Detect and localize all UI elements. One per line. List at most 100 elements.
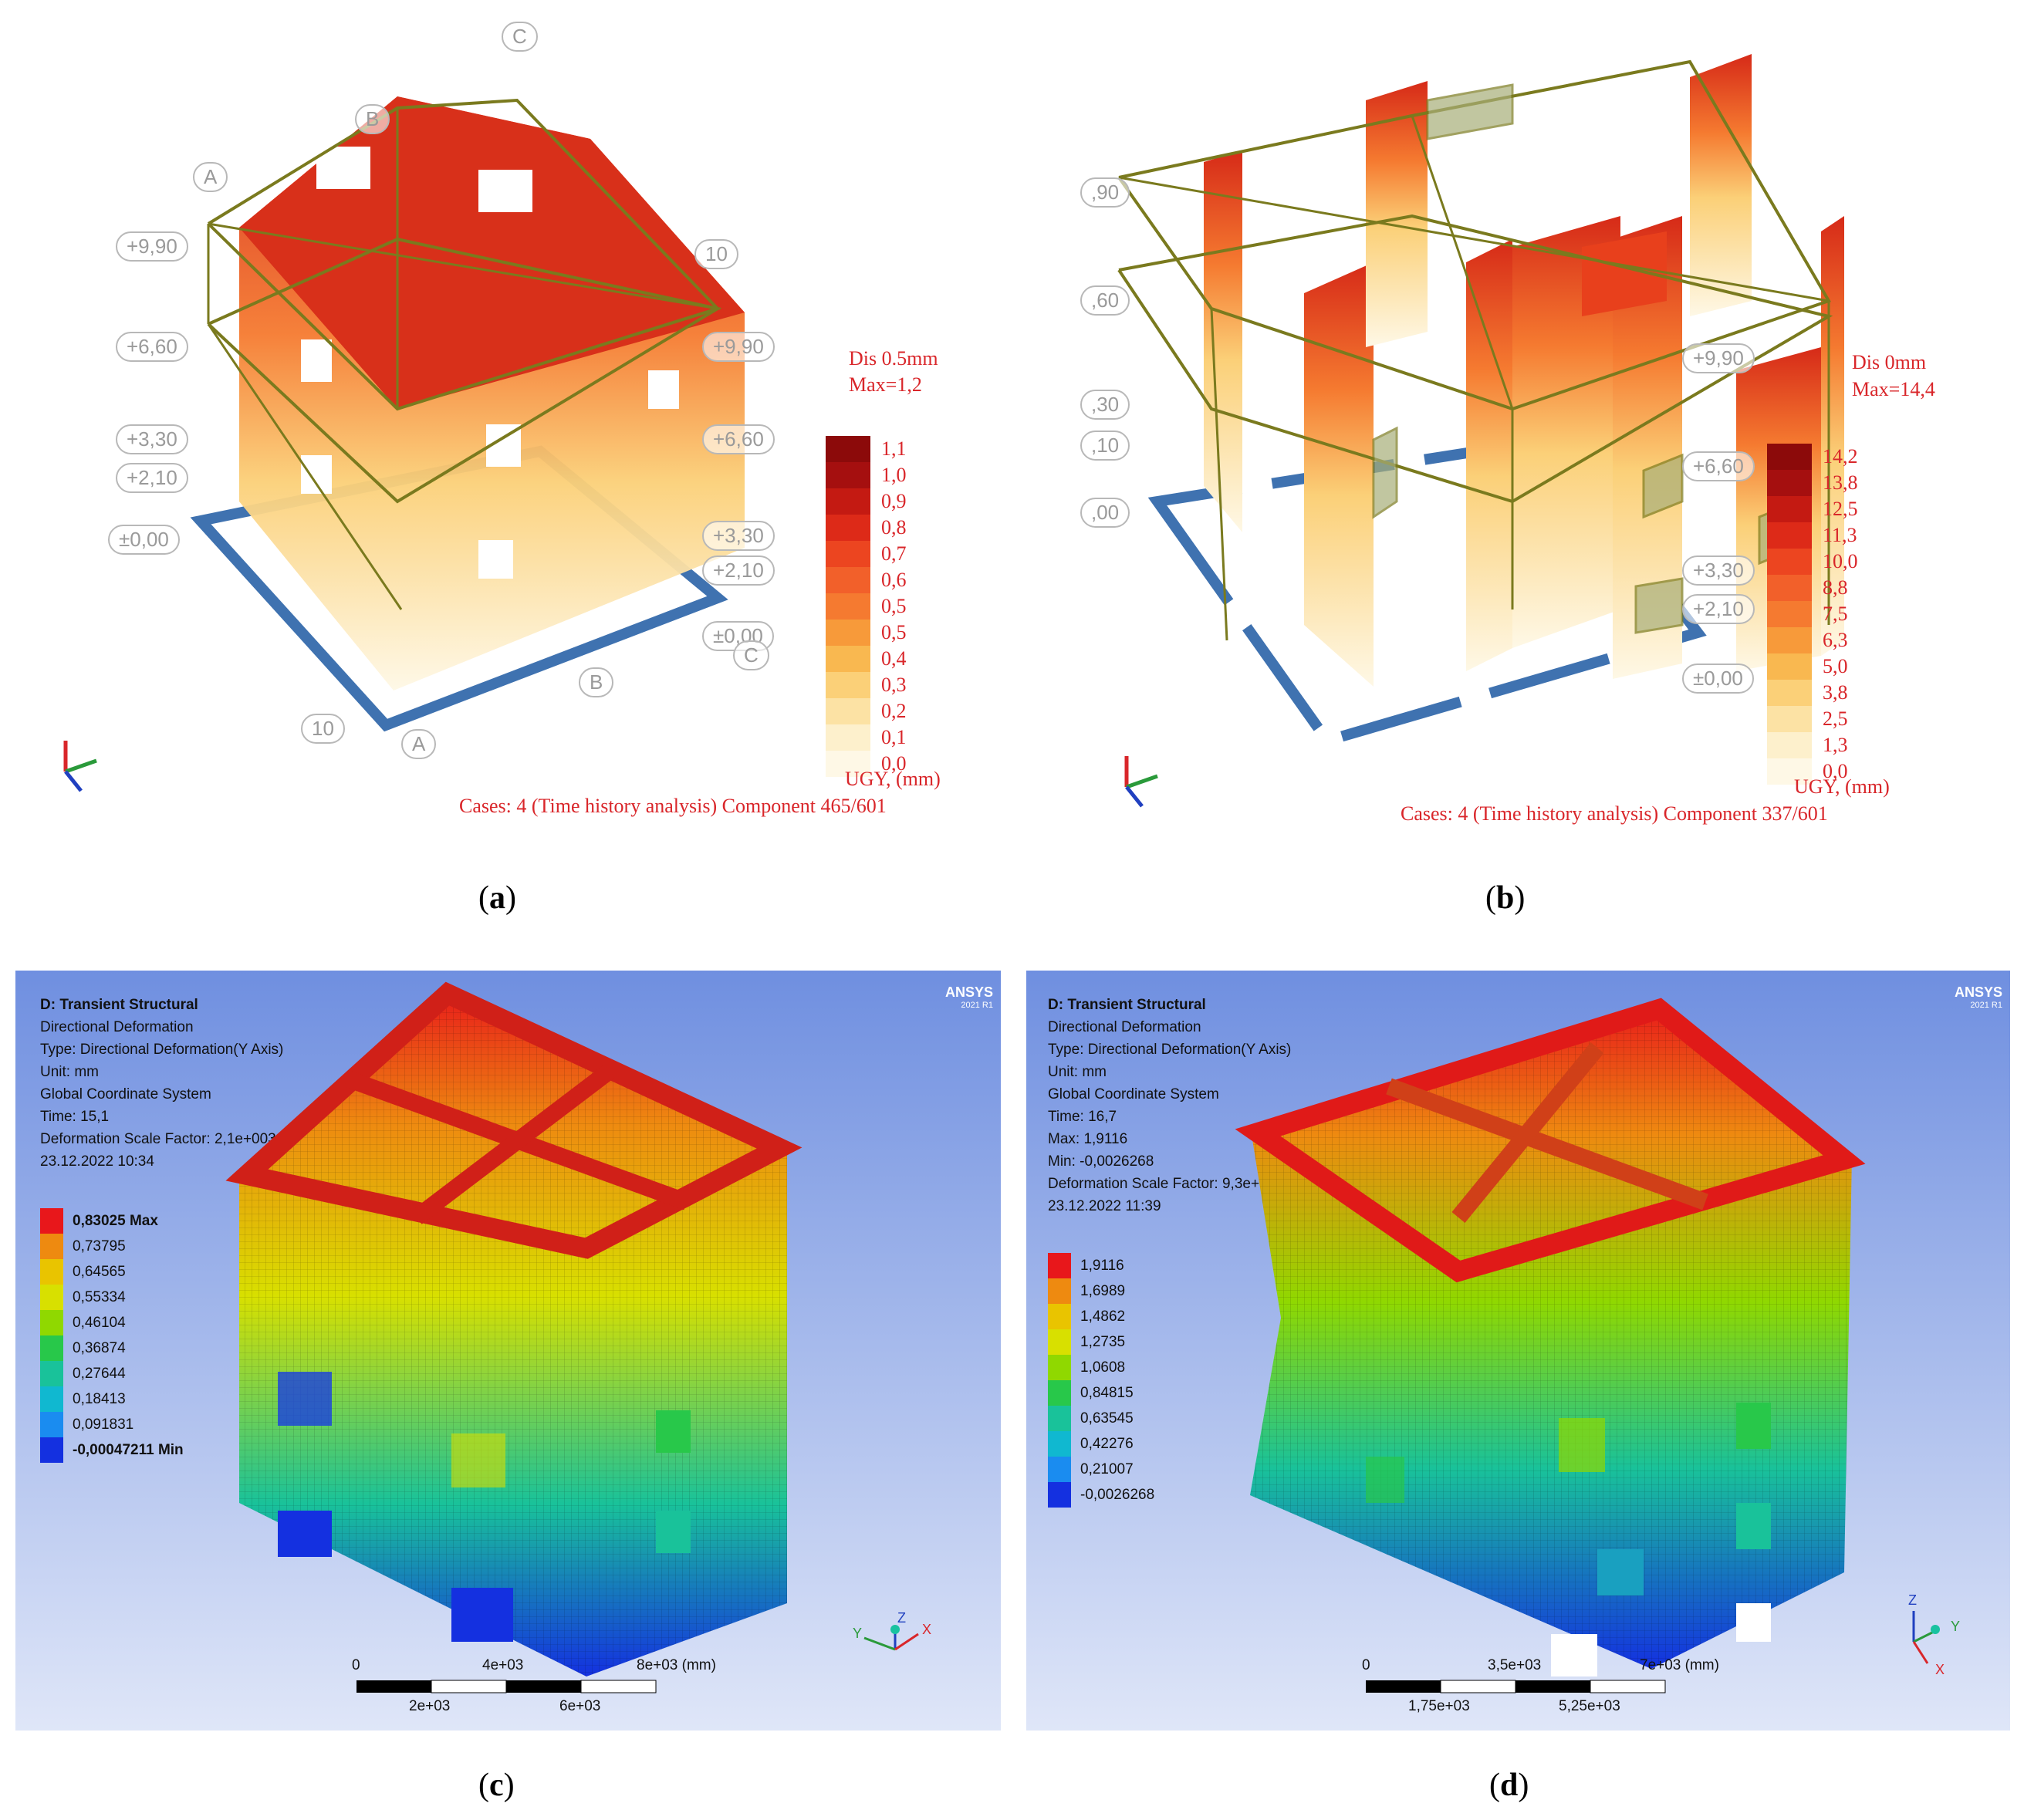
legend-value: 12,5 [1823,498,1858,520]
window [1559,1418,1605,1472]
legend-entry: 0,46104 [40,1310,184,1335]
panel-b-model [1117,54,1844,808]
caption-b: (b) [1485,880,1526,916]
window [278,1372,332,1426]
scale-label: 0 [1362,1657,1370,1673]
info-line: 23.12.2022 10:34 [40,1153,154,1170]
legend-entry: 0,5 [826,593,907,620]
legend-value: 10,0 [1823,550,1858,572]
legend-entry: 3,8 [1767,680,1858,706]
window [1551,1634,1597,1676]
level-tag: +2,10 [702,555,775,586]
legend-entry: 0,55334 [40,1285,184,1310]
legend-value: 0,5 [881,595,907,617]
legend-entry: 1,4862 [1048,1304,1154,1329]
scale-label: 8e+03 (mm) [637,1657,716,1673]
legend-value: 0,21007 [1080,1460,1134,1477]
legend-value: -0,00047211 Min [73,1441,184,1458]
level-tag: ±0,00 [108,525,180,555]
legend-entry: -0,0026268 [1048,1482,1154,1508]
legend-value: 0,091831 [73,1416,134,1433]
legend-swatch [826,593,870,620]
legend-value: 0,46104 [73,1314,126,1331]
legend-entry: 0,8 [826,515,907,541]
legend-entry: 1,0 [826,462,907,488]
legend-swatch [1767,627,1812,653]
axis-triad [1124,756,1158,808]
color-legend: 14,2 13,8 12,5 11,3 10,0 8,8 7,5 6,3 5,0 3,8 2,5 1,… [1767,444,1858,785]
legend-unit: UGY, (mm) [1794,775,1890,798]
legend-swatch [1048,1406,1071,1431]
legend-entry: 2,5 [1767,706,1858,732]
legend-swatch [826,515,870,541]
panel-c-model: Y Z X [225,981,931,1693]
legend-value: 1,1 [881,437,907,460]
legend-value: 1,0 [881,464,907,486]
legend-swatch [40,1437,63,1463]
legend-entry: 0,64565 [40,1259,184,1285]
window [451,1433,505,1487]
scale-label: 3,5e+03 [1488,1657,1542,1673]
level-tag: +9,90 [116,231,188,262]
legend-value: 14,2 [1823,445,1858,468]
legend-swatch [40,1234,63,1259]
info-line: Type: Directional Deformation(Y Axis) [1048,1042,1292,1058]
panel-d-model: Z Y X [1235,998,1960,1693]
ansys-legend: 1,9116 1,6989 1,4862 1,2735 1,0608 0,84815 0,6… [1048,1253,1154,1508]
legend-entry: 0,83025 Max [40,1208,184,1234]
brace-panel [1426,83,1514,140]
legend-swatch [826,488,870,515]
legend-value: 0,27644 [73,1365,126,1382]
legend-entry: 0,1 [826,724,907,751]
legend-entry: 0,7 [826,541,907,567]
legend-value: -0,0026268 [1080,1486,1155,1503]
legend-value: 11,3 [1823,524,1857,546]
svg-text:Y: Y [1951,1619,1960,1634]
legend-value: 1,4862 [1080,1308,1126,1325]
legend-swatch [1767,680,1812,706]
window [451,1588,513,1642]
legend-entry: 0,0 [826,751,907,777]
window [1736,1403,1771,1449]
legend-swatch [826,646,870,672]
info-line: Time: 15,1 [40,1109,110,1125]
legend-entry: 1,3 [1767,732,1858,758]
legend-entry: 1,6989 [1048,1278,1154,1304]
panel-d: ANSYS 2021 R1 D: Transient Structural Dir… [1026,971,2010,1731]
legend-swatch [40,1285,63,1310]
panel-a-model [63,96,745,792]
legend-value: 1,6989 [1080,1282,1126,1299]
legend-swatch [826,698,870,724]
legend-entry: 0,0 [1767,758,1858,785]
legend-unit: UGY, (mm) [845,768,941,790]
legend-value: 0,73795 [73,1238,126,1254]
svg-text:Z: Z [1908,1592,1917,1608]
legend-value: 0,84815 [1080,1384,1134,1401]
level-tag: +3,30 [116,424,188,454]
scale-label: 4e+03 [482,1657,524,1673]
level-tag: +2,10 [1682,594,1755,624]
legend-value: 0,1 [881,726,907,748]
legend-entry: 0,73795 [40,1234,184,1259]
legend-value: 8,8 [1823,576,1848,599]
legend-entry: 1,0608 [1048,1355,1154,1380]
caption-a: (a) [478,880,516,916]
info-line: 23.12.2022 11:39 [1048,1198,1161,1214]
legend-value: 0,7 [881,542,907,565]
legend-swatch [1767,496,1812,522]
level-tag: +3,30 [1682,555,1755,586]
legend-swatch [1767,758,1812,785]
scale-label: 7e+03 (mm) [1640,1657,1719,1673]
svg-text:Z: Z [897,1610,906,1626]
max-label: Max=1,2 [849,373,922,396]
legend-swatch [1767,653,1812,680]
legend-entry: 0,3 [826,672,907,698]
scale-label: 1,75e+03 [1408,1698,1470,1714]
legend-value: 1,9116 [1080,1257,1124,1274]
legend-swatch [1767,732,1812,758]
legend-swatch [826,541,870,567]
legend-swatch [826,620,870,646]
wall-pier [1582,231,1667,316]
info-line: Unit: mm [1048,1064,1107,1080]
axis-triad [63,741,97,792]
